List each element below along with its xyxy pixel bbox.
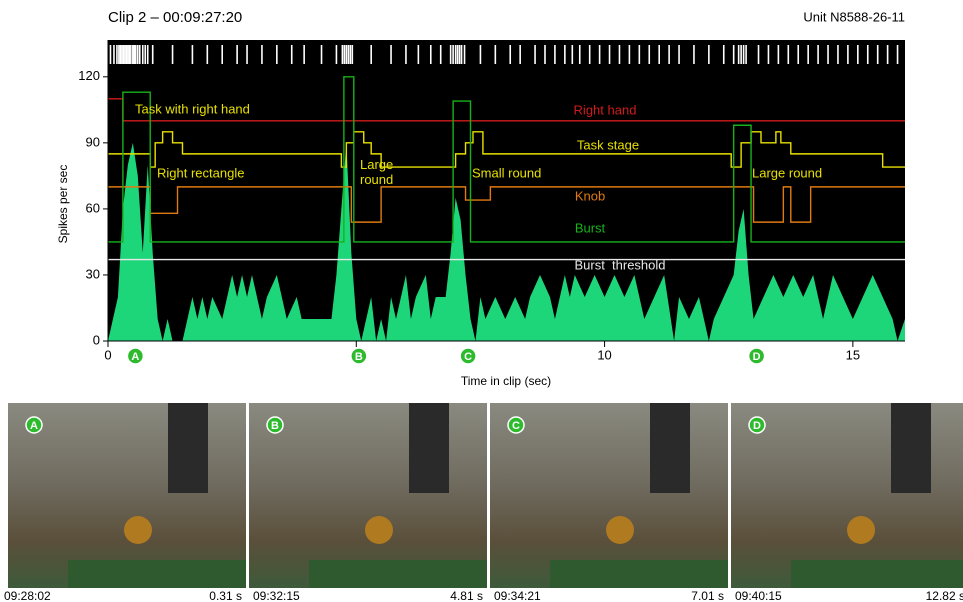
y-axis-label: Spikes per sec bbox=[56, 165, 70, 244]
frame-offset: 0.31 s bbox=[209, 589, 242, 602]
series-label: Burst threshold bbox=[574, 257, 665, 272]
x-tick-label: 10 bbox=[597, 347, 611, 362]
x-tick-label: 0 bbox=[104, 347, 111, 362]
marker-letter: C bbox=[464, 351, 472, 363]
y-tick-label: 90 bbox=[86, 134, 100, 149]
frame-offset: 7.01 s bbox=[691, 589, 724, 602]
frame-timecode: 09:32:15 bbox=[253, 589, 300, 602]
figure: Clip 2 – 00:09:27:20 Unit N8588-26-11 Sp… bbox=[0, 0, 963, 602]
annotation: Large round bbox=[752, 165, 822, 180]
video-detail bbox=[68, 560, 246, 588]
marker-letter: A bbox=[131, 351, 139, 363]
annotation: Right rectangle bbox=[157, 165, 244, 180]
y-tick-label: 60 bbox=[86, 200, 100, 215]
x-tick-label: 15 bbox=[846, 347, 860, 362]
marker-letter: D bbox=[753, 351, 761, 363]
series-label: Right hand bbox=[574, 102, 637, 117]
annotation: Task with right hand bbox=[135, 101, 250, 116]
frame-timecode: 09:34:21 bbox=[494, 589, 541, 602]
video-detail bbox=[847, 516, 875, 544]
series-label: Burst bbox=[575, 220, 606, 235]
y-tick-label: 30 bbox=[86, 266, 100, 281]
unit-label: Unit N8588-26-11 bbox=[803, 9, 905, 24]
frame-offset: 4.81 s bbox=[450, 589, 483, 602]
frame-letter: D bbox=[753, 420, 761, 432]
frame-timecode: 09:28:02 bbox=[4, 589, 51, 602]
series-label: Knob bbox=[575, 188, 605, 203]
frame-letter: A bbox=[30, 420, 38, 432]
video-detail bbox=[365, 516, 393, 544]
video-detail bbox=[124, 516, 152, 544]
title: Clip 2 – 00:09:27:20 bbox=[108, 9, 242, 26]
marker-letter: B bbox=[355, 351, 363, 363]
y-tick-label: 0 bbox=[93, 332, 100, 347]
video-detail bbox=[168, 403, 208, 493]
frame-letter: C bbox=[512, 420, 520, 432]
video-detail bbox=[309, 560, 487, 588]
video-detail bbox=[550, 560, 728, 588]
frame-timecode: 09:40:15 bbox=[735, 589, 782, 602]
video-detail bbox=[891, 403, 931, 493]
series-label: Task stage bbox=[577, 137, 639, 152]
video-detail bbox=[650, 403, 690, 493]
frame-offset: 12.82 s bbox=[926, 589, 963, 602]
x-axis-label: Time in clip (sec) bbox=[461, 374, 551, 388]
annotation: Small round bbox=[472, 165, 541, 180]
video-detail bbox=[791, 560, 963, 588]
y-tick-label: 120 bbox=[78, 68, 100, 83]
video-detail bbox=[409, 403, 449, 493]
frame-letter: B bbox=[271, 420, 279, 432]
video-detail bbox=[606, 516, 634, 544]
